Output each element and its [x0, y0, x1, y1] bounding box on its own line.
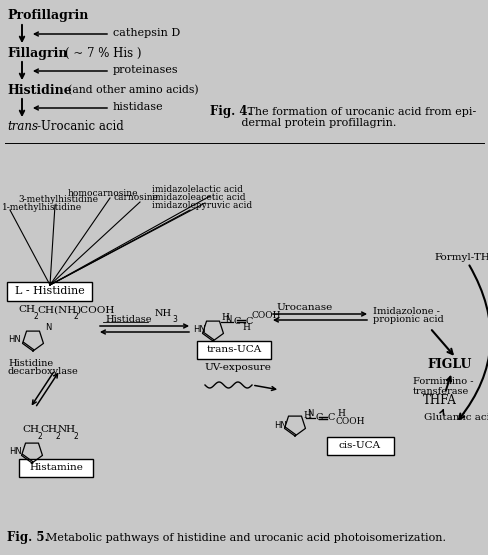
Text: CH: CH — [18, 305, 35, 315]
Text: 2: 2 — [73, 312, 78, 321]
Text: Profillagrin: Profillagrin — [7, 9, 88, 23]
Text: trans-UCA: trans-UCA — [206, 346, 261, 355]
Text: C: C — [232, 316, 240, 325]
Text: 2: 2 — [37, 432, 41, 441]
Text: trans: trans — [7, 120, 38, 134]
Text: NH: NH — [58, 426, 76, 435]
Text: 2: 2 — [34, 312, 39, 321]
Text: 3: 3 — [172, 315, 177, 324]
Text: transferase: transferase — [412, 386, 468, 396]
Text: CH(NH: CH(NH — [37, 305, 76, 315]
Text: THFA: THFA — [422, 393, 456, 406]
Text: cis-UCA: cis-UCA — [338, 441, 380, 451]
Text: Histidase: Histidase — [105, 315, 151, 325]
Text: cathepsin D: cathepsin D — [113, 28, 180, 38]
Text: imidazoleacetic acid: imidazoleacetic acid — [152, 194, 245, 203]
Text: H: H — [221, 314, 228, 322]
Text: HN: HN — [193, 325, 205, 335]
Text: L - Histidine: L - Histidine — [15, 286, 85, 296]
Text: Histidine: Histidine — [8, 359, 53, 367]
Text: H: H — [303, 411, 310, 420]
Text: HN: HN — [9, 447, 21, 457]
Text: 2: 2 — [55, 432, 60, 441]
Text: N: N — [45, 324, 51, 332]
Text: CH: CH — [40, 426, 57, 435]
Text: Histidine: Histidine — [7, 83, 72, 97]
Text: H: H — [336, 408, 344, 417]
Text: proteinases: proteinases — [113, 65, 178, 75]
Text: dermal protein profillagrin.: dermal protein profillagrin. — [209, 118, 396, 128]
Text: Fillagrin: Fillagrin — [7, 47, 67, 59]
Text: propionic acid: propionic acid — [372, 315, 443, 325]
FancyBboxPatch shape — [197, 341, 270, 359]
Text: decarboxylase: decarboxylase — [8, 367, 79, 376]
FancyBboxPatch shape — [326, 437, 393, 455]
Text: 3-methylhistidine: 3-methylhistidine — [18, 195, 98, 204]
Text: Urocanase: Urocanase — [276, 302, 332, 311]
Text: H: H — [242, 322, 249, 331]
Text: 2: 2 — [73, 432, 78, 441]
Text: C: C — [245, 316, 253, 325]
Text: COOH: COOH — [251, 310, 281, 320]
Text: Metabolic pathways of histidine and urocanic acid photoisomerization.: Metabolic pathways of histidine and uroc… — [46, 533, 445, 543]
Text: The formation of urocanic acid from epi-: The formation of urocanic acid from epi- — [244, 107, 475, 117]
Text: -Urocanic acid: -Urocanic acid — [37, 120, 123, 134]
Text: NH: NH — [155, 309, 172, 317]
Text: Fig. 5.: Fig. 5. — [7, 532, 48, 544]
Text: (and other amino acids): (and other amino acids) — [68, 85, 198, 95]
Text: imidazolelactic acid: imidazolelactic acid — [152, 185, 243, 194]
Text: ( ~ 7 % His ): ( ~ 7 % His ) — [65, 47, 141, 59]
Text: HN: HN — [273, 421, 286, 430]
Text: HN: HN — [8, 336, 20, 345]
Text: C: C — [327, 413, 335, 422]
Text: C: C — [314, 413, 322, 422]
Text: FIGLU: FIGLU — [427, 359, 471, 371]
Text: CH: CH — [22, 426, 39, 435]
Text: Formimino -: Formimino - — [412, 377, 472, 386]
FancyBboxPatch shape — [19, 459, 93, 477]
Text: Histamine: Histamine — [29, 463, 83, 472]
Text: carnosine: carnosine — [114, 193, 159, 201]
Text: Imidazolone -: Imidazolone - — [372, 306, 439, 315]
Text: )COOH: )COOH — [76, 305, 114, 315]
Text: COOH: COOH — [334, 417, 364, 426]
Text: UV-exposure: UV-exposure — [203, 364, 270, 372]
Text: N: N — [306, 410, 313, 418]
Text: Glutamic acid: Glutamic acid — [423, 413, 488, 422]
Text: N: N — [224, 315, 231, 324]
Text: imidazolepyruvic acid: imidazolepyruvic acid — [152, 201, 252, 210]
FancyBboxPatch shape — [7, 282, 92, 301]
Text: Formyl-THFA: Formyl-THFA — [433, 254, 488, 263]
Text: Fig. 4.: Fig. 4. — [209, 105, 251, 119]
Text: 1-methylhistidine: 1-methylhistidine — [2, 204, 82, 213]
Text: homocarnosine: homocarnosine — [68, 189, 138, 198]
Text: histidase: histidase — [113, 102, 163, 112]
